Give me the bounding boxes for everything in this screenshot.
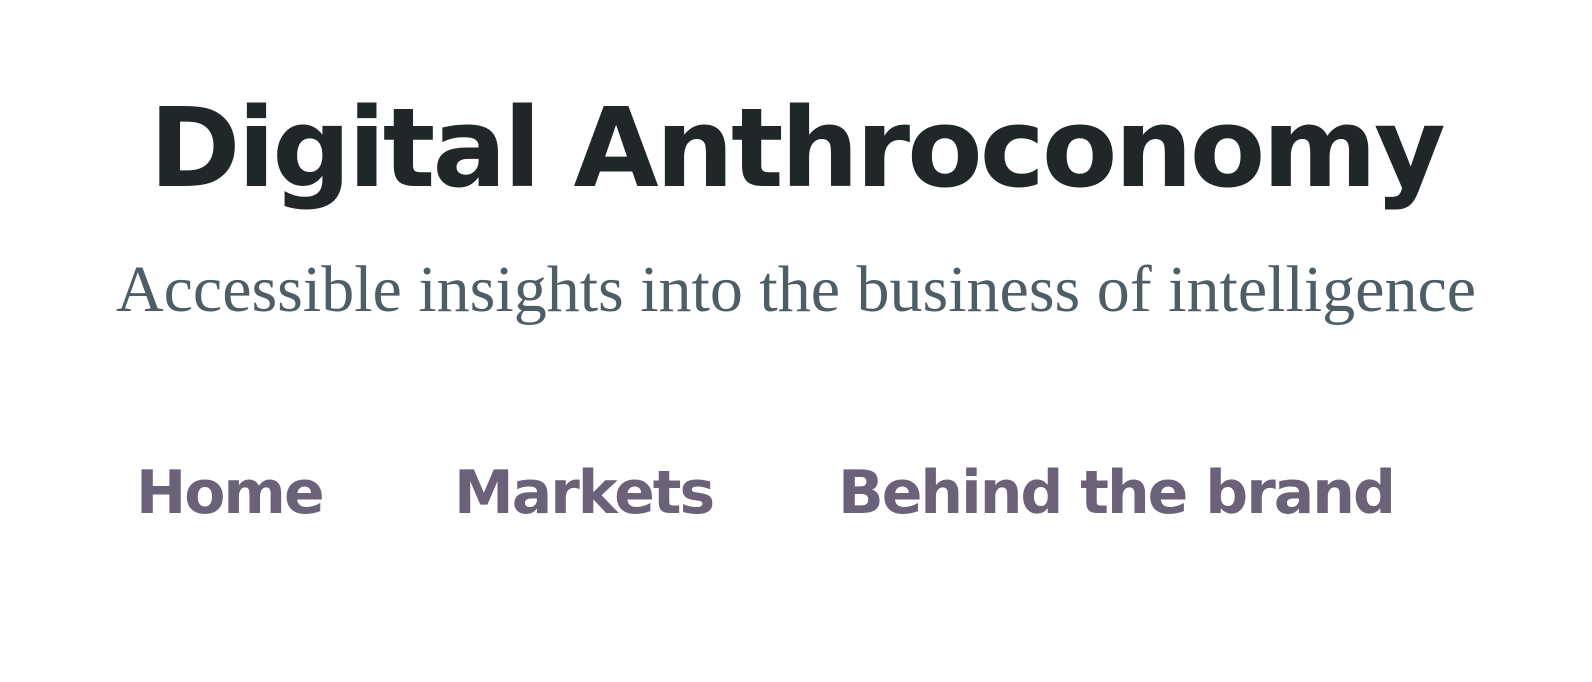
nav-link-home[interactable]: Home <box>136 458 325 528</box>
site-tagline: Accessible insights into the business of… <box>115 253 1477 326</box>
nav-link-behind-the-brand[interactable]: Behind the brand <box>838 458 1396 528</box>
site-title[interactable]: Digital Anthroconomy <box>149 84 1445 212</box>
nav-link-markets[interactable]: Markets <box>454 458 715 528</box>
main-nav: Home Markets Behind the brand <box>0 448 1592 538</box>
